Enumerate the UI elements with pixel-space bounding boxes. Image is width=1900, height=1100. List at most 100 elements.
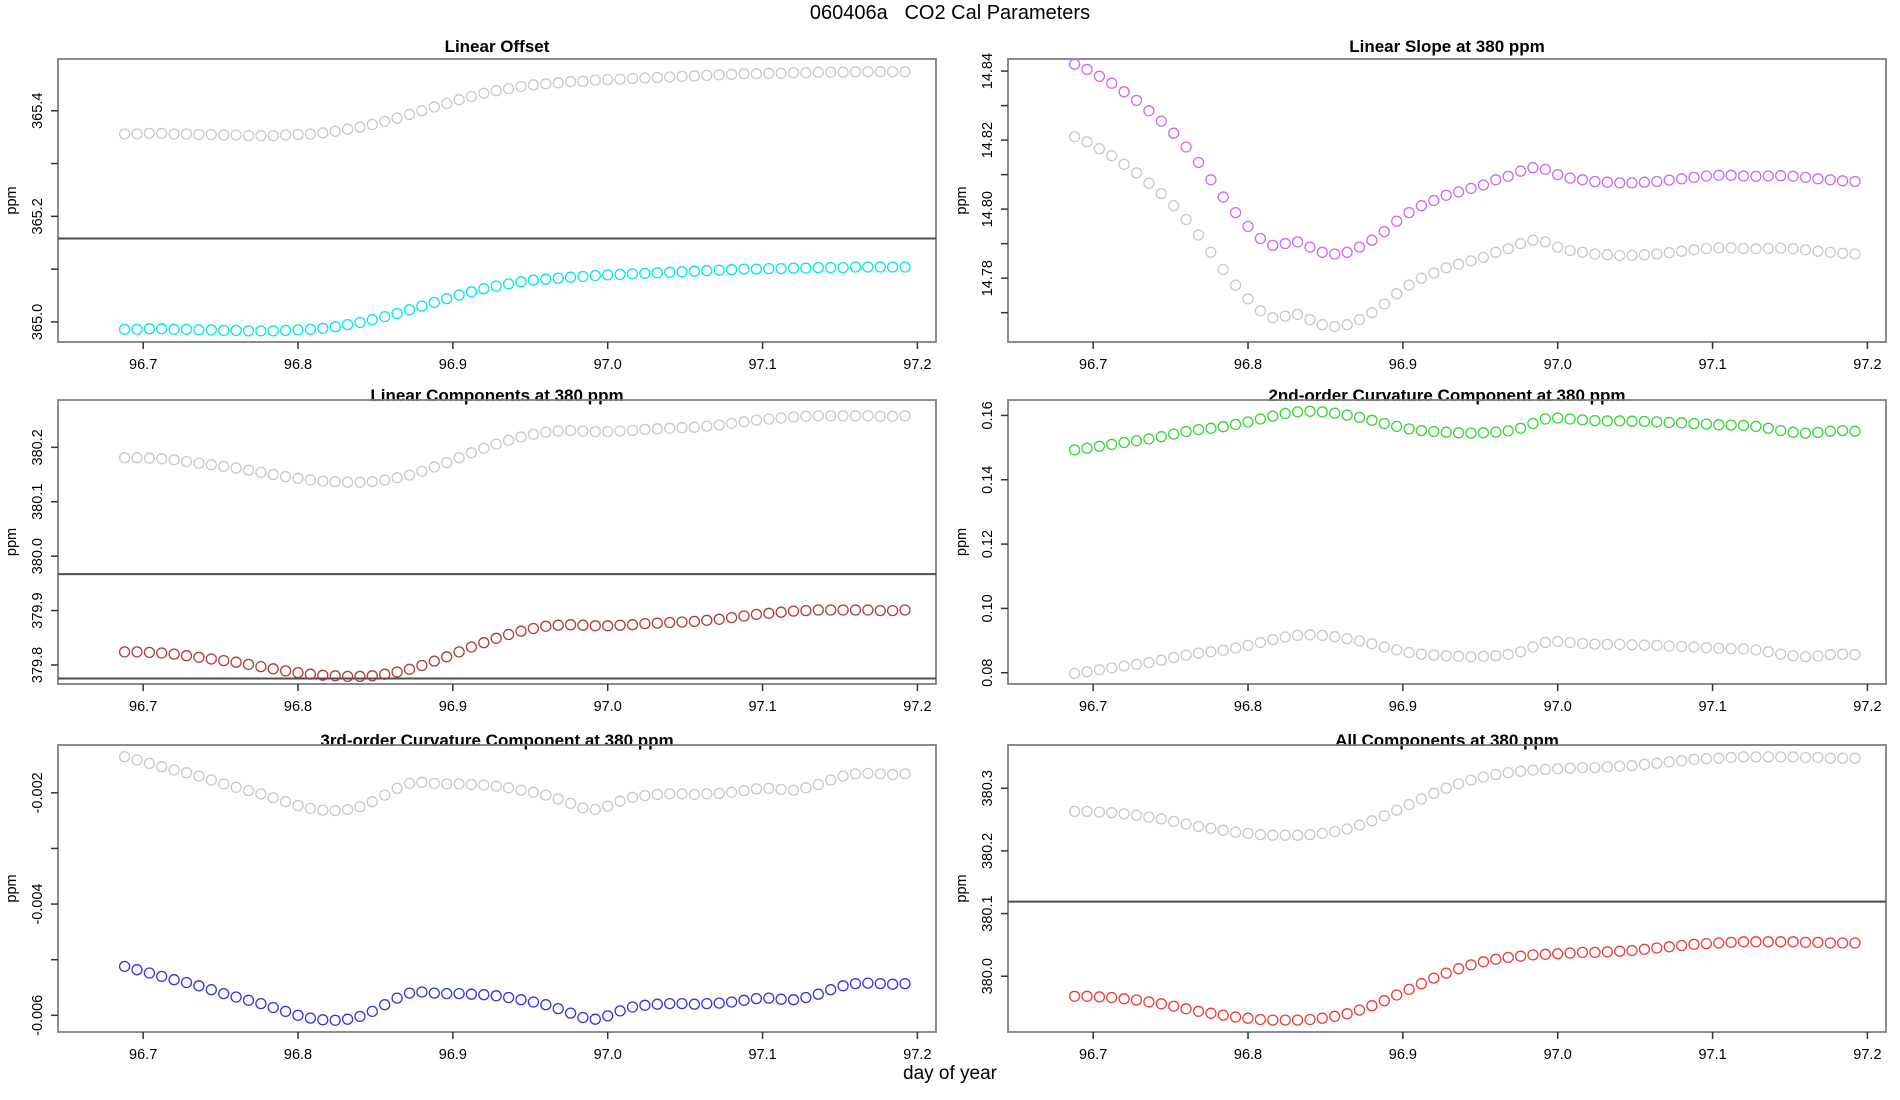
data-point: [465, 286, 478, 298]
data-point: [1836, 247, 1849, 259]
data-point: [862, 767, 874, 780]
data-point: [341, 803, 354, 816]
data-point: [1403, 206, 1415, 219]
data-point: [1291, 308, 1304, 321]
data-point: [403, 777, 416, 790]
y-tick-label: 14.80: [980, 191, 996, 227]
y-tick-label: 380.1: [30, 484, 46, 520]
data-point: [1787, 170, 1799, 182]
data-point: [428, 987, 440, 999]
data-point: [651, 267, 663, 279]
data-point: [143, 967, 156, 979]
data-point: [490, 780, 502, 792]
data-point: [1663, 941, 1675, 953]
data-point: [1465, 959, 1477, 971]
data-point: [1168, 127, 1180, 139]
panel-linear-offset: Linear Offset 96.7 96.8 96.9 97.0 97.1 97.2 36…: [0, 30, 950, 382]
data-point: [787, 605, 800, 617]
data-point: [156, 127, 168, 140]
data-point: [1130, 994, 1143, 1006]
data-point: [1527, 949, 1539, 961]
data-point: [1614, 945, 1626, 957]
data-point: [1750, 243, 1762, 255]
data-point: [1750, 644, 1762, 656]
data-point: [602, 800, 614, 812]
data-point: [1725, 169, 1737, 181]
data-point: [1341, 409, 1353, 421]
data-point: [1812, 173, 1824, 185]
data-point: [230, 781, 242, 793]
data-point: [1229, 279, 1242, 291]
data-point: [1130, 658, 1143, 671]
data-point: [676, 616, 688, 628]
data-point: [1205, 246, 1217, 258]
data-point: [589, 1013, 601, 1025]
data-point: [1093, 664, 1106, 676]
data-point: [1725, 751, 1737, 764]
data-point: [1477, 956, 1490, 968]
data-point: [354, 121, 366, 133]
data-point: [490, 438, 502, 450]
data-point: [1502, 243, 1514, 255]
x-tick-label: 96.7: [129, 699, 157, 715]
plot-box: [1007, 399, 1887, 685]
data-point: [837, 770, 849, 782]
data-point: [1391, 804, 1403, 816]
data-point: [614, 268, 626, 281]
data-point: [341, 318, 354, 331]
data-point: [1564, 947, 1576, 959]
data-point: [738, 784, 750, 797]
data-point: [1750, 170, 1762, 182]
data-point: [1391, 215, 1403, 227]
data-point: [1081, 63, 1093, 76]
data-point: [1824, 246, 1836, 258]
data-point: [1242, 220, 1254, 233]
data-point: [1242, 827, 1254, 840]
data-point: [849, 977, 862, 990]
data-point: [1713, 242, 1725, 254]
data-point: [193, 324, 205, 336]
data-point: [540, 789, 552, 801]
data-point: [1700, 242, 1713, 255]
data-point: [1081, 136, 1093, 148]
data-point: [626, 791, 639, 803]
data-point: [1242, 416, 1254, 428]
data-point: [1217, 824, 1229, 836]
data-point: [1614, 760, 1626, 772]
data-point: [1465, 651, 1477, 663]
panel-2nd-order-curvature: 2nd-order Curvature Component at 380 ppm…: [950, 385, 1900, 728]
x-tick-label: 97.1: [748, 699, 776, 715]
data-point: [1539, 236, 1551, 248]
data-point: [1651, 175, 1663, 188]
data-point: [812, 410, 824, 422]
data-point: [1118, 808, 1130, 820]
data-point: [1341, 319, 1353, 331]
data-point: [242, 784, 255, 797]
data-point: [304, 474, 317, 486]
data-point: [1514, 165, 1527, 177]
y-tick-label: 14.78: [980, 260, 996, 296]
data-point: [1378, 810, 1390, 822]
data-point: [341, 476, 354, 488]
data-point: [465, 447, 478, 459]
data-point: [515, 276, 527, 288]
data-point: [812, 604, 824, 616]
x-tick-label: 96.9: [439, 1047, 467, 1063]
data-point: [1589, 638, 1601, 650]
data-point: [1403, 423, 1415, 435]
data-point: [1787, 751, 1799, 763]
data-point: [1725, 419, 1737, 431]
series-cyan: [118, 261, 911, 337]
data-point: [453, 452, 465, 464]
data-point: [1675, 640, 1688, 653]
data-point: [292, 799, 304, 812]
data-point: [899, 261, 911, 273]
data-point: [341, 1013, 354, 1025]
data-point: [1527, 764, 1539, 776]
data-point: [218, 778, 230, 790]
data-point: [1229, 206, 1242, 219]
y-tick-label: 380.0: [980, 958, 996, 994]
data-point: [465, 778, 478, 791]
data-point: [1514, 765, 1527, 777]
